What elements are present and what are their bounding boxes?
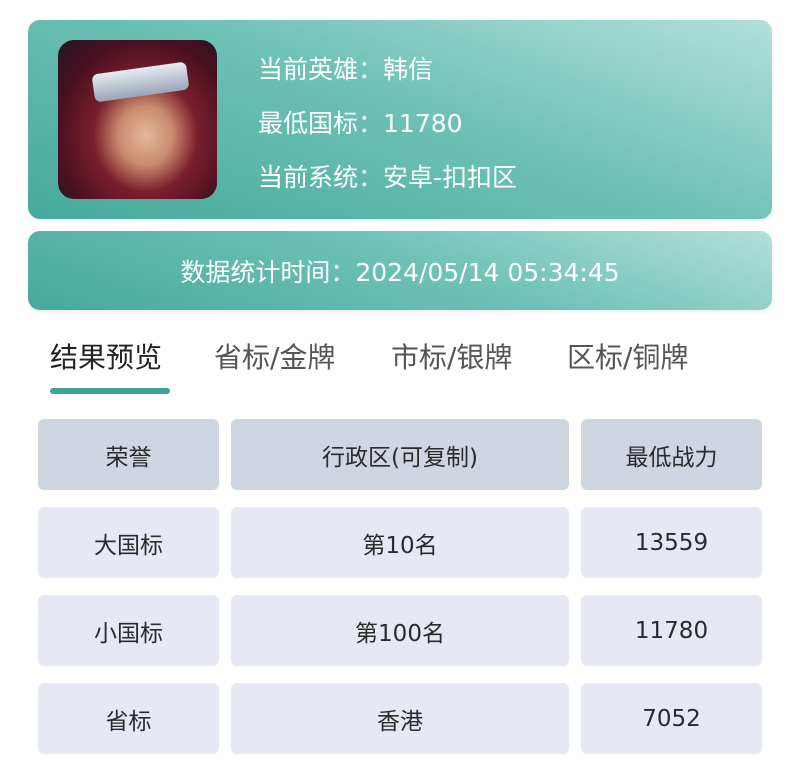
tab-result-preview[interactable]: 结果预览 [50,341,163,374]
tab-district-bronze[interactable]: 区标/铜牌 [567,341,689,374]
stats-time-banner: 数据统计时间：2024/05/14 05:34:45 [28,231,772,310]
current-system: 当前系统：安卓-扣扣区 [258,163,518,192]
stats-time-text: 数据统计时间：2024/05/14 05:34:45 [180,257,620,287]
cell-honor: 省标 [38,683,219,754]
hero-avatar [58,40,217,199]
cell-honor: 小国标 [38,595,219,666]
tab-province-gold[interactable]: 省标/金牌 [214,341,336,374]
cell-region[interactable]: 第100名 [231,595,569,666]
current-hero: 当前英雄：韩信 [258,55,434,84]
header-honor: 荣誉 [38,419,219,490]
cell-min-power: 13559 [581,507,762,578]
tab-city-silver[interactable]: 市标/银牌 [391,341,513,374]
tab-bar: 结果预览 省标/金牌 市标/银牌 区标/铜牌 [0,336,800,396]
cell-min-power: 11780 [581,595,762,666]
active-tab-indicator [50,388,170,394]
min-national-power: 最低国标：11780 [258,109,463,138]
header-region: 行政区(可复制) [231,419,569,490]
cell-region[interactable]: 第10名 [231,507,569,578]
hero-card: 当前英雄：韩信 最低国标：11780 当前系统：安卓-扣扣区 [28,20,772,219]
header-min-power: 最低战力 [581,419,762,490]
cell-min-power: 7052 [581,683,762,754]
cell-region[interactable]: 香港 [231,683,569,754]
cell-honor: 大国标 [38,507,219,578]
